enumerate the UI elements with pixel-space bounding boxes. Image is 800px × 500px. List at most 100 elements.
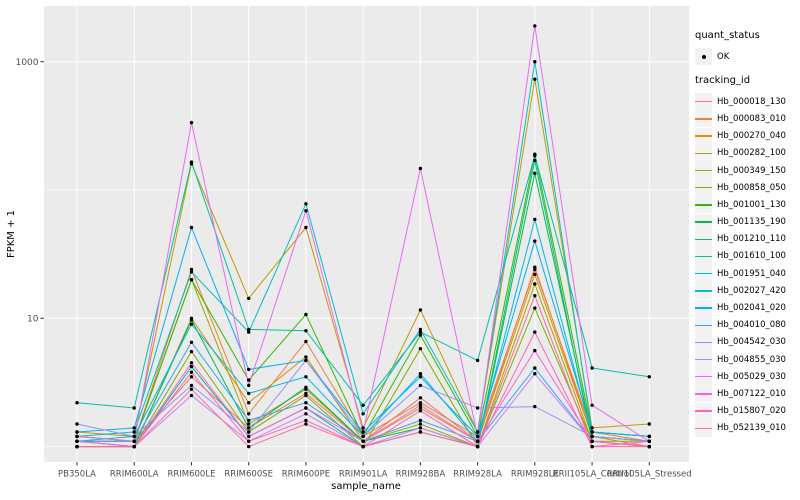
legend-item-label: OK	[717, 51, 730, 62]
data-point	[304, 422, 308, 426]
legend-item-label: Hb_002041_020	[717, 303, 786, 314]
data-point	[189, 361, 194, 365]
x-tick-label: RRIM600LA	[110, 470, 159, 480]
line-swatch-icon	[695, 290, 712, 292]
data-point	[132, 406, 136, 410]
data-point	[75, 430, 79, 434]
legend-key-line	[695, 368, 712, 386]
data-point	[304, 406, 308, 410]
data-point	[75, 434, 79, 439]
data-point	[590, 426, 594, 430]
line-swatch-icon	[695, 221, 712, 223]
legend-item-label: Hb_001951_040	[717, 268, 786, 279]
x-tick-label: RRII105LA_Control	[553, 470, 632, 480]
data-point	[304, 412, 308, 416]
data-point	[418, 330, 423, 334]
data-point	[304, 393, 308, 398]
data-point	[132, 444, 136, 449]
data-point	[418, 406, 423, 410]
legend-tracking-items: Hb_000018_130 Hb_000083_010 Hb_000270_040 H…	[695, 93, 786, 437]
legend-item-label: Hb_000858_050	[717, 182, 786, 193]
line-swatch-icon	[695, 427, 712, 430]
data-point	[590, 439, 594, 443]
data-point	[189, 318, 194, 322]
legend-item-label: Hb_001210_110	[717, 234, 786, 245]
data-point	[247, 426, 251, 430]
x-tick-label: RRIM928LA	[453, 470, 502, 480]
legend-item-label: Hb_004855_030	[717, 354, 786, 365]
legend-item: Hb_004542_030	[695, 333, 786, 351]
data-point	[189, 393, 194, 398]
x-tick-label: RRIM600SE	[224, 470, 273, 480]
data-point	[533, 372, 537, 376]
legend-item-label: Hb_000282_100	[717, 148, 786, 159]
data-point	[647, 375, 651, 379]
legend-item-label: Hb_004010_080	[717, 320, 786, 331]
data-point	[247, 391, 251, 396]
legend-key-line	[695, 299, 712, 317]
data-point	[418, 430, 423, 434]
legend-key-line	[695, 402, 712, 420]
legend: quant_status OK tracking_id Hb_000018_13…	[695, 30, 786, 437]
line-swatch-icon	[695, 118, 712, 120]
x-tick-label: PB350LA	[58, 470, 96, 480]
data-point	[533, 348, 537, 353]
legend-title-quant-status: quant_status	[695, 30, 760, 41]
legend-item: Hb_000349_150	[695, 162, 786, 180]
x-tick-label: RRIM928BA	[396, 470, 446, 480]
data-point	[418, 308, 423, 312]
x-tick-label: RRIM901LA	[339, 470, 388, 480]
data-point	[475, 444, 480, 449]
data-point	[247, 444, 251, 449]
data-point	[189, 340, 194, 344]
legend-item: Hb_001210_110	[695, 230, 786, 248]
line-swatch-icon	[695, 272, 712, 275]
data-point	[304, 375, 308, 379]
legend-key-line	[695, 316, 712, 334]
line-swatch-icon	[695, 169, 712, 172]
x-axis-title: sample_name	[331, 481, 401, 492]
data-point	[533, 158, 537, 163]
data-point	[418, 333, 423, 337]
legend-item-label: Hb_001610_100	[717, 251, 786, 262]
data-point	[132, 434, 136, 439]
data-point	[304, 339, 308, 344]
data-point	[418, 372, 423, 376]
legend-item-label: Hb_001001_130	[717, 199, 786, 210]
data-point	[590, 366, 594, 370]
data-point	[247, 401, 251, 405]
legend-item-label: Hb_015807_020	[717, 406, 786, 417]
data-point	[189, 364, 194, 369]
data-point	[304, 418, 308, 423]
legend-key-line	[695, 144, 712, 162]
data-point	[418, 396, 423, 400]
data-point	[647, 434, 651, 439]
legend-item: Hb_000282_100	[695, 144, 786, 162]
data-point	[418, 347, 423, 351]
data-point	[132, 426, 136, 430]
legend-item-ok: OK	[695, 48, 786, 66]
line-swatch-icon	[695, 255, 712, 258]
legend-item: Hb_001951_040	[695, 265, 786, 283]
data-point	[247, 327, 251, 332]
data-point	[418, 383, 423, 388]
data-point	[647, 439, 651, 443]
legend-key-line	[695, 351, 712, 369]
data-point	[247, 422, 251, 426]
data-point	[304, 329, 308, 333]
data-point	[189, 375, 194, 379]
legend-key-line	[695, 162, 712, 180]
legend-item-label: Hb_002027_420	[717, 285, 786, 296]
data-point	[247, 367, 251, 372]
data-point	[533, 154, 537, 158]
data-point	[247, 296, 251, 301]
x-tick-label: RRIM928LE	[511, 470, 559, 480]
data-point	[247, 330, 251, 334]
data-point	[361, 439, 365, 443]
data-point	[533, 294, 537, 298]
data-point	[533, 24, 537, 28]
x-tick-label: RRIM600LE	[167, 470, 215, 480]
data-point	[247, 383, 251, 388]
data-point	[304, 358, 308, 363]
data-point	[189, 267, 194, 272]
